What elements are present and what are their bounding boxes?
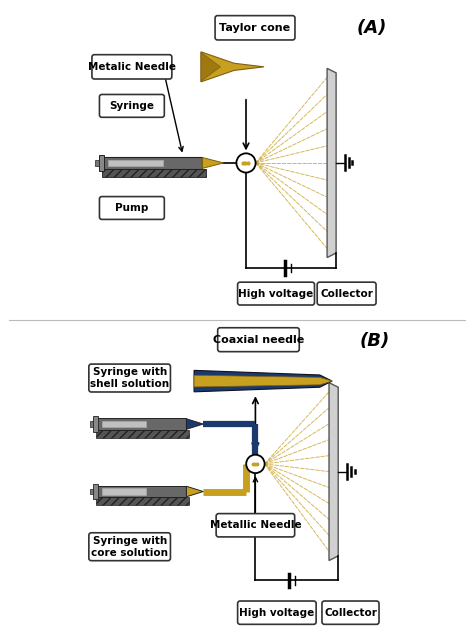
Bar	[98, 486, 186, 497]
Text: Metallic Needle: Metallic Needle	[210, 520, 301, 530]
Text: Taylor cone: Taylor cone	[219, 23, 291, 33]
Text: Pump: Pump	[115, 203, 148, 213]
Polygon shape	[194, 371, 332, 392]
Bar	[95, 160, 99, 166]
FancyBboxPatch shape	[215, 15, 295, 40]
Bar	[93, 417, 99, 431]
FancyBboxPatch shape	[237, 601, 316, 624]
Polygon shape	[329, 383, 338, 560]
Bar	[93, 484, 99, 499]
FancyBboxPatch shape	[100, 197, 164, 219]
Polygon shape	[186, 486, 203, 497]
Bar	[102, 169, 206, 178]
Text: Metalic Needle: Metalic Needle	[88, 62, 176, 72]
Text: (A): (A)	[357, 19, 387, 37]
Bar	[108, 160, 163, 166]
Bar	[96, 430, 189, 438]
FancyBboxPatch shape	[218, 328, 299, 351]
Text: Syringe: Syringe	[109, 101, 155, 111]
Text: Collector: Collector	[320, 289, 373, 298]
Polygon shape	[327, 68, 336, 258]
Bar	[103, 157, 202, 169]
Polygon shape	[186, 419, 203, 429]
Polygon shape	[202, 158, 223, 168]
Polygon shape	[201, 52, 264, 82]
Circle shape	[246, 455, 264, 473]
FancyBboxPatch shape	[100, 95, 164, 118]
FancyBboxPatch shape	[317, 282, 376, 305]
Text: Collector: Collector	[324, 608, 377, 618]
Polygon shape	[194, 375, 332, 387]
FancyBboxPatch shape	[322, 601, 379, 624]
Text: Syringe with
shell solution: Syringe with shell solution	[90, 367, 169, 389]
Text: (B): (B)	[360, 332, 390, 350]
Text: High voltage: High voltage	[239, 608, 314, 618]
FancyBboxPatch shape	[216, 514, 295, 537]
Bar	[98, 418, 186, 430]
Text: Syringe with
core solution: Syringe with core solution	[91, 536, 168, 558]
FancyBboxPatch shape	[89, 364, 171, 392]
FancyBboxPatch shape	[89, 533, 171, 560]
Bar	[96, 497, 189, 505]
Bar	[91, 421, 93, 427]
FancyBboxPatch shape	[237, 282, 314, 305]
Bar	[102, 488, 146, 495]
Text: Coaxial needle: Coaxial needle	[213, 335, 304, 344]
Polygon shape	[201, 52, 220, 81]
FancyBboxPatch shape	[92, 55, 172, 79]
Bar	[102, 421, 146, 427]
Text: High voltage: High voltage	[238, 289, 314, 298]
Circle shape	[237, 153, 255, 173]
Bar	[91, 489, 93, 495]
Bar	[99, 155, 104, 171]
